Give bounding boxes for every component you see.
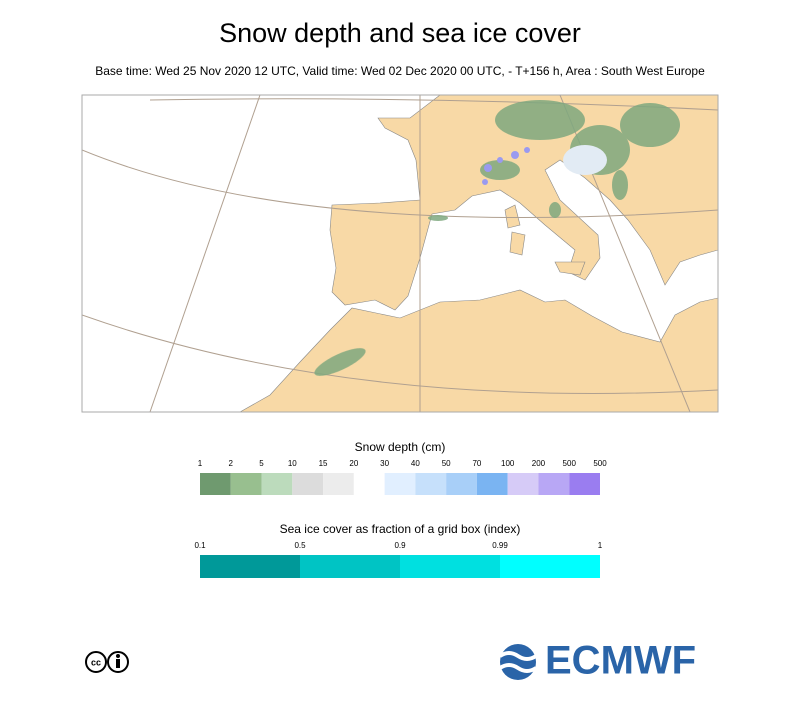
logo-text: ECMWF: [545, 639, 696, 683]
legends: Snow depth (cm) Sea ice cover as fractio…: [194, 440, 607, 578]
logo: ECMWF: [498, 639, 696, 683]
legend-label: 0.9: [394, 541, 406, 550]
legend-swatch: [507, 473, 539, 495]
legend-label: 200: [532, 459, 546, 468]
legend-label: 500: [593, 459, 607, 468]
title: Snow depth and sea ice cover: [219, 18, 581, 48]
legend-label: 0.1: [194, 541, 206, 550]
legend-label: 0.5: [294, 541, 306, 550]
snow-legend-title: Snow depth (cm): [355, 440, 446, 454]
subtitle: Base time: Wed 25 Nov 2020 12 UTC, Valid…: [95, 64, 705, 78]
legend-swatch: [353, 473, 385, 495]
legend-label: 15: [319, 459, 328, 468]
legend-label: 50: [442, 459, 451, 468]
legend-label: 1: [198, 459, 203, 468]
snow-patches: [314, 100, 680, 376]
legend-label: 20: [349, 459, 358, 468]
legend-swatch: [292, 473, 324, 495]
legend-swatch: [200, 555, 300, 578]
map-frame: [81, 94, 719, 413]
legend-swatch: [569, 473, 600, 495]
legend-label: 70: [472, 459, 481, 468]
legend-swatch: [300, 555, 400, 578]
legend-swatch: [230, 473, 262, 495]
graticule: [82, 95, 718, 412]
legend-label: 5: [259, 459, 264, 468]
land-africa: [239, 289, 718, 412]
legend-label: 40: [411, 459, 420, 468]
legend-label: 30: [380, 459, 389, 468]
cc-icon: cc: [85, 651, 129, 673]
map: [81, 94, 719, 413]
islands: [504, 204, 586, 276]
legend-label: 1: [598, 541, 603, 550]
legend-label: 0.99: [492, 541, 508, 550]
legend-swatch: [415, 473, 447, 495]
legend-swatch: [384, 473, 416, 495]
legend-swatch: [400, 555, 500, 578]
legend-swatch: [323, 473, 354, 495]
legend-label: 500: [563, 459, 577, 468]
legend-swatch: [446, 473, 477, 495]
legend-swatch: [261, 473, 293, 495]
legend-swatch: [500, 555, 600, 578]
legend-label: 2: [229, 459, 234, 468]
legend-swatch: [476, 473, 508, 495]
svg-text:cc: cc: [91, 657, 101, 667]
snow-light: [563, 145, 607, 175]
legend-swatch: [538, 473, 570, 495]
legend-swatch: [200, 473, 231, 495]
ice-legend-title: Sea ice cover as fraction of a grid box …: [280, 522, 521, 536]
legend-label: 10: [288, 459, 297, 468]
legend-label: 100: [501, 459, 515, 468]
deep-snow: [482, 147, 530, 185]
